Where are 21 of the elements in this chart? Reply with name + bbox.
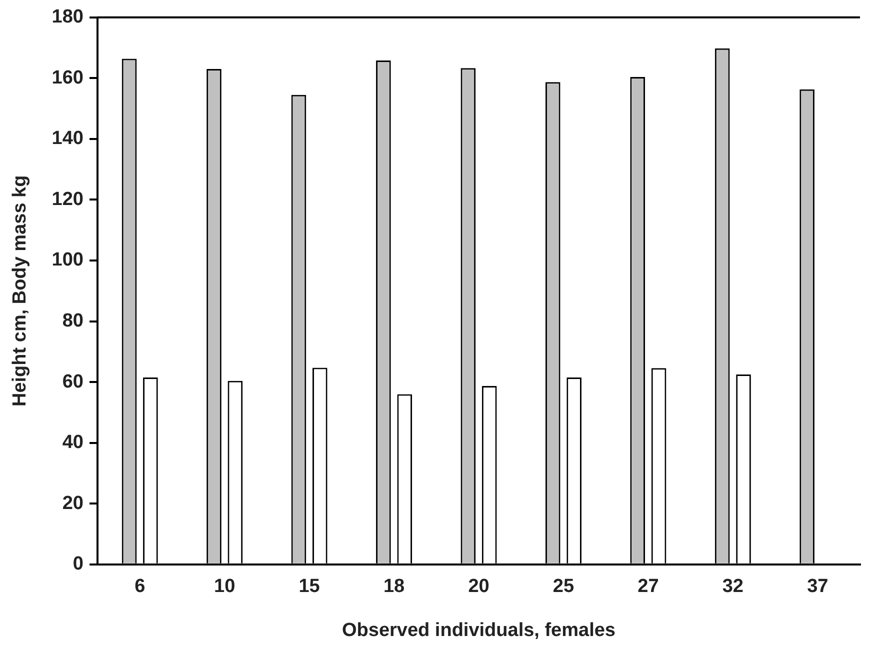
x-tick-label: 6 [134,576,146,598]
x-tick-label: 15 [298,576,320,598]
y-axis-title: Height cm, Body mass kg [10,175,31,407]
x-tick-label: 37 [807,576,828,598]
x-tick-label: 25 [552,576,574,598]
y-tick-label: 160 [52,67,84,88]
y-tick-label: 60 [62,371,84,392]
y-tick-label: 40 [62,432,84,454]
x-tick-label: 27 [638,576,659,598]
y-tick-label: 100 [52,250,84,271]
x-tick-label: 32 [722,576,744,598]
x-axis-title: Observed individuals, females [342,620,616,641]
y-tick-label: 180 [52,6,84,28]
y-tick-label: 80 [62,310,84,332]
y-tick-label: 140 [52,128,84,150]
x-tick-label: 18 [383,576,405,598]
y-tick-label: 120 [52,188,84,210]
x-tick-label: 20 [468,576,490,598]
x-tick-label: 10 [214,576,236,598]
y-tick-label: 20 [62,492,84,514]
y-tick-label: 0 [72,554,84,575]
